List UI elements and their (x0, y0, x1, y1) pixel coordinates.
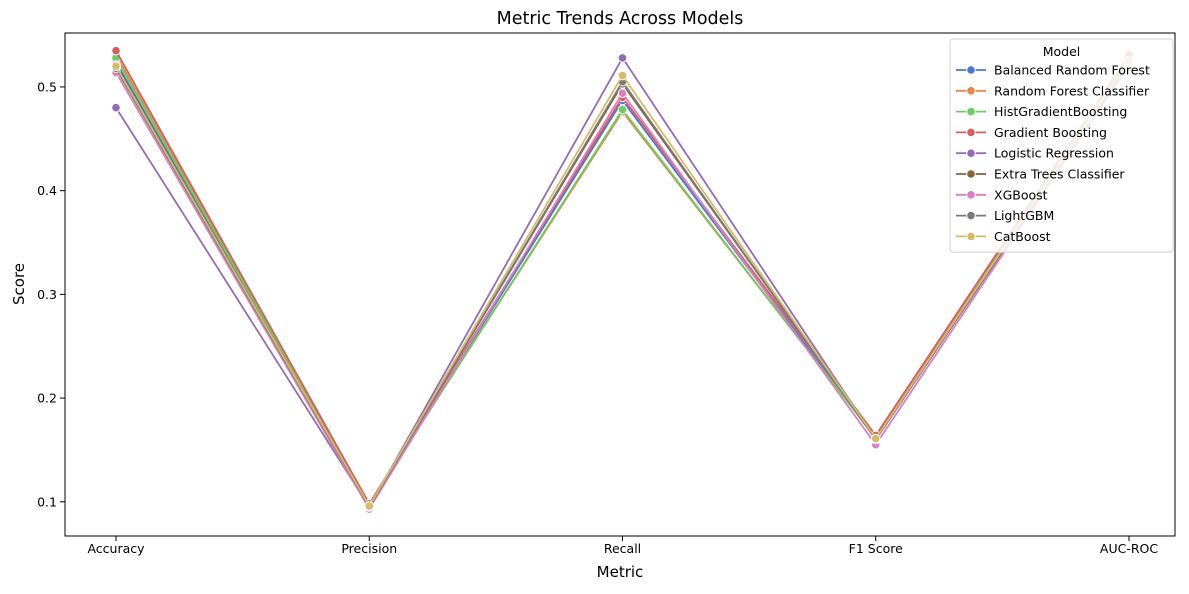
y-tick-label: 0.5 (37, 79, 57, 94)
legend-item: Random Forest Classifier (956, 83, 1150, 98)
legend-item: Gradient Boosting (956, 125, 1107, 140)
legend-marker (966, 169, 976, 179)
data-point (870, 433, 881, 444)
legend-box (949, 38, 1174, 253)
data-point (364, 501, 375, 511)
legend-marker (966, 65, 976, 75)
y-axis-label: Score (10, 263, 28, 305)
legend-marker (966, 127, 976, 138)
plot-frame (64, 32, 1176, 537)
legend-item: CatBoost (956, 229, 1051, 244)
x-tick-label: Recall (604, 541, 641, 556)
data-point (111, 45, 121, 56)
data-point (111, 61, 121, 71)
x-tick-label: Accuracy (87, 541, 145, 556)
data-point (617, 104, 628, 115)
legend-label: LightGBM (994, 208, 1054, 223)
x-tick-label: AUC-ROC (1100, 541, 1158, 556)
legend-item: Balanced Random Forest (956, 63, 1150, 78)
legend-marker (966, 106, 976, 117)
legend-item: XGBoost (956, 187, 1048, 202)
x-axis: Accuracy Precision Recall F1 Score AUC-ROC (87, 536, 1158, 556)
data-point (617, 70, 628, 81)
legend-marker (966, 148, 976, 158)
data-point (111, 102, 121, 113)
legend-label: XGBoost (994, 187, 1048, 202)
legend: Model Balanced Random Forest Random Forest… (949, 38, 1174, 253)
x-axis-label: Metric (597, 563, 644, 581)
data-point (617, 88, 628, 98)
legend-item: Logistic Regression (956, 146, 1114, 161)
data-point (617, 53, 628, 63)
plot-area (111, 45, 1134, 514)
legend-label: Extra Trees Classifier (994, 167, 1125, 182)
legend-label: Random Forest Classifier (994, 83, 1150, 98)
y-tick-label: 0.3 (37, 287, 57, 302)
y-tick-label: 0.4 (37, 183, 57, 198)
x-tick-label: Precision (341, 541, 397, 556)
legend-title: Model (1043, 44, 1081, 59)
legend-marker (966, 210, 976, 221)
legend-label: Logistic Regression (994, 146, 1114, 161)
legend-label: HistGradientBoosting (994, 104, 1127, 119)
legend-marker (966, 231, 976, 242)
y-axis: 0.1 0.2 0.3 0.4 0.5 (37, 79, 65, 509)
legend-marker (966, 86, 976, 96)
legend-label: Balanced Random Forest (994, 63, 1150, 78)
legend-item: HistGradientBoosting (956, 104, 1127, 119)
y-tick-label: 0.1 (37, 494, 57, 509)
x-tick-label: F1 Score (849, 541, 903, 556)
chart-title: Metric Trends Across Models (497, 9, 744, 29)
y-tick-label: 0.2 (37, 391, 57, 406)
legend-label: Gradient Boosting (994, 125, 1107, 140)
legend-item: LightGBM (956, 208, 1054, 223)
legend-marker (966, 190, 976, 200)
legend-item: Extra Trees Classifier (956, 167, 1125, 182)
legend-label: CatBoost (994, 229, 1051, 244)
